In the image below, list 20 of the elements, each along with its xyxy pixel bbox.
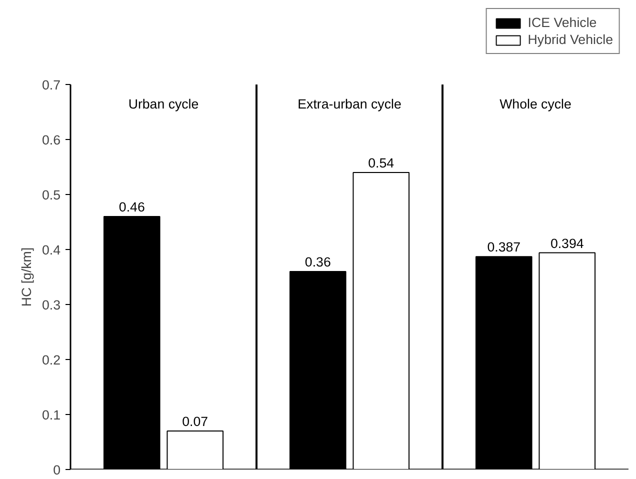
x-tick-label: Extra-urban cycle — [298, 96, 402, 112]
data-label: 0.387 — [487, 240, 521, 255]
y-tick-label: 0.2 — [42, 352, 61, 368]
y-tick-label: 0.5 — [42, 188, 61, 202]
legend-label: Hybrid Vehicle — [528, 32, 613, 47]
y-tick-label: 0.6 — [42, 132, 61, 148]
legend-label: ICE Vehicle — [528, 15, 597, 30]
data-label: 0.07 — [182, 414, 208, 429]
data-label: 0.394 — [550, 236, 584, 251]
x-tick-label: Whole cycle — [500, 96, 572, 112]
y-tick-label: 0.4 — [42, 242, 62, 258]
y-axis-title: HC [g/km] — [18, 247, 34, 307]
y-tick-label: 0.7 — [42, 78, 61, 92]
data-label: 0.46 — [118, 200, 145, 214]
y-tick-label: 0.3 — [42, 298, 61, 312]
x-tick-label: Urban cycle — [128, 96, 199, 112]
data-label: 0.54 — [368, 156, 395, 170]
data-label: 0.36 — [304, 254, 331, 270]
y-tick-label: 0.1 — [42, 408, 61, 422]
y-tick-label: 0 — [53, 462, 61, 478]
